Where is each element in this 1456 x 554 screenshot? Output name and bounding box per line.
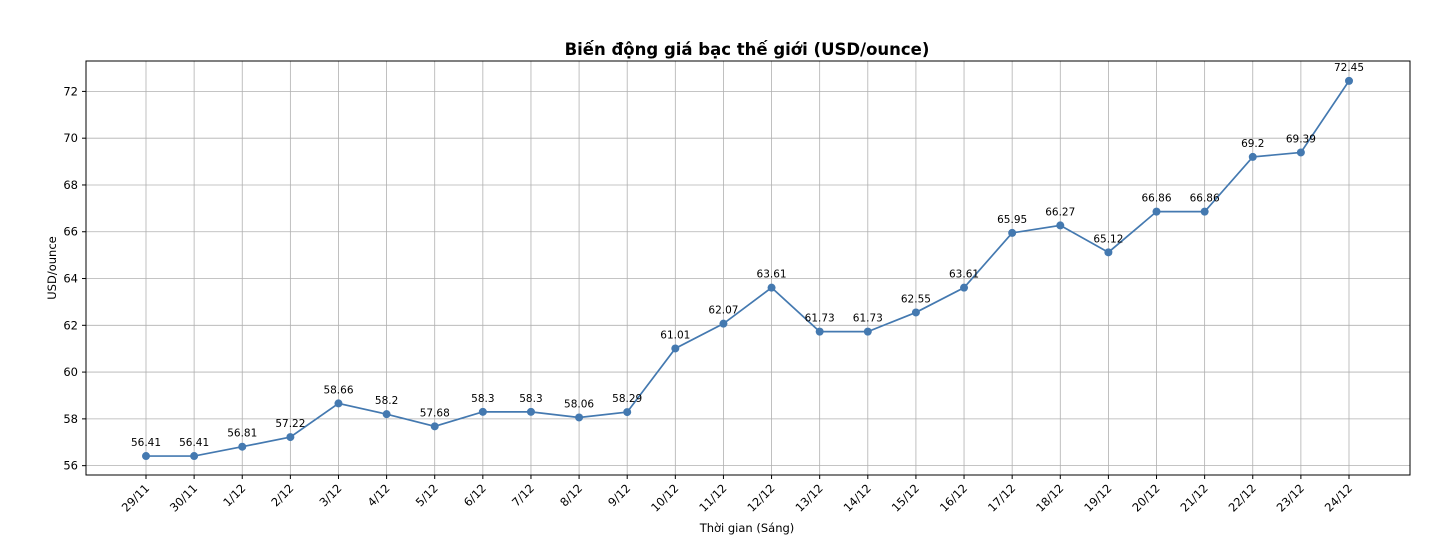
data-point <box>1200 207 1209 216</box>
x-tick-label: 23/12 <box>1274 481 1307 514</box>
x-tick-label: 18/12 <box>1033 481 1066 514</box>
x-tick-label: 16/12 <box>937 481 970 514</box>
y-axis-label: USD/ounce <box>45 236 59 299</box>
x-tick-label: 1/12 <box>220 481 248 509</box>
x-tick-label: 20/12 <box>1129 481 1162 514</box>
data-label: 58.3 <box>471 393 494 405</box>
x-axis-label: Thời gian (Sáng) <box>699 521 795 535</box>
x-tick-label: 29/11 <box>119 481 152 514</box>
data-point <box>719 319 728 328</box>
x-tick-label: 7/12 <box>509 481 537 509</box>
data-point <box>575 413 584 422</box>
data-point <box>815 327 824 336</box>
y-tick-label: 66 <box>63 225 78 239</box>
data-point <box>1248 152 1257 161</box>
data-point <box>286 433 295 442</box>
data-point <box>623 408 632 417</box>
data-label: 57.68 <box>420 407 450 419</box>
data-label: 58.66 <box>323 384 353 396</box>
chart-title: Biến động giá bạc thế giới (USD/ounce) <box>565 40 930 59</box>
data-point <box>1008 228 1017 237</box>
data-label: 63.61 <box>949 269 979 281</box>
x-tick-label: 6/12 <box>461 481 489 509</box>
data-label: 69.2 <box>1241 138 1264 150</box>
data-label: 72.45 <box>1334 62 1364 74</box>
x-tick-label: 5/12 <box>413 481 441 509</box>
data-label: 61.01 <box>660 329 690 341</box>
data-point <box>1345 76 1353 85</box>
y-tick-label: 58 <box>63 412 78 426</box>
x-tick-label: 8/12 <box>557 481 585 509</box>
y-tick-label: 60 <box>63 365 78 379</box>
data-point <box>863 327 872 336</box>
data-point <box>238 442 247 451</box>
series-line <box>146 80 1350 457</box>
data-label: 62.07 <box>708 305 738 317</box>
data-point <box>1152 207 1161 216</box>
x-tick-label: 12/12 <box>744 481 777 514</box>
data-label: 61.73 <box>805 313 835 325</box>
data-label: 58.3 <box>519 393 542 405</box>
data-point <box>671 344 680 353</box>
data-label: 69.39 <box>1286 133 1316 145</box>
data-point <box>478 407 487 416</box>
x-tick-label: 21/12 <box>1177 481 1210 514</box>
x-tick-label: 24/12 <box>1322 481 1355 514</box>
data-label: 66.86 <box>1190 193 1220 205</box>
x-tick-label: 11/12 <box>696 481 729 514</box>
y-tick-label: 56 <box>63 459 78 473</box>
data-label: 65.12 <box>1093 233 1123 245</box>
x-tick-label: 14/12 <box>841 481 874 514</box>
data-label: 58.06 <box>564 398 594 410</box>
x-tick-label: 30/11 <box>167 481 200 514</box>
data-label: 61.73 <box>853 313 883 325</box>
data-point <box>382 410 391 419</box>
data-point <box>960 283 969 292</box>
y-tick-label: 72 <box>63 84 78 98</box>
data-label: 58.2 <box>375 395 398 407</box>
y-tick-label: 68 <box>63 178 78 192</box>
data-point <box>1056 221 1065 230</box>
data-point <box>430 422 439 431</box>
x-tick-label: 4/12 <box>365 481 393 509</box>
x-tick-label: 13/12 <box>792 481 825 514</box>
data-point <box>1104 248 1113 257</box>
data-label: 66.27 <box>1045 206 1075 218</box>
x-tick-label: 2/12 <box>268 481 296 509</box>
y-tick-label: 64 <box>63 272 78 286</box>
data-point <box>526 407 535 416</box>
data-point <box>334 399 343 408</box>
data-point <box>767 283 776 292</box>
x-tick-label: 17/12 <box>985 481 1018 514</box>
data-label: 63.61 <box>757 269 787 281</box>
y-tick-label: 70 <box>63 131 78 145</box>
data-label: 66.86 <box>1141 193 1171 205</box>
data-label: 62.55 <box>901 293 931 305</box>
data-label: 56.41 <box>179 437 209 449</box>
data-label: 56.41 <box>131 437 161 449</box>
data-label: 65.95 <box>997 214 1027 226</box>
y-tick-label: 62 <box>63 318 78 332</box>
data-point <box>142 452 150 461</box>
x-tick-label: 3/12 <box>316 481 344 509</box>
data-point <box>190 452 199 461</box>
data-label: 56.81 <box>227 428 257 440</box>
x-tick-label: 15/12 <box>889 481 922 514</box>
x-tick-label: 19/12 <box>1081 481 1114 514</box>
x-tick-label: 22/12 <box>1226 481 1259 514</box>
x-tick-label: 9/12 <box>605 481 633 509</box>
plot-frame <box>85 60 1411 476</box>
data-point <box>911 308 920 317</box>
data-point <box>1296 148 1305 157</box>
x-tick-label: 10/12 <box>648 481 681 514</box>
data-label: 58.29 <box>612 393 642 405</box>
data-label: 57.22 <box>275 418 305 430</box>
